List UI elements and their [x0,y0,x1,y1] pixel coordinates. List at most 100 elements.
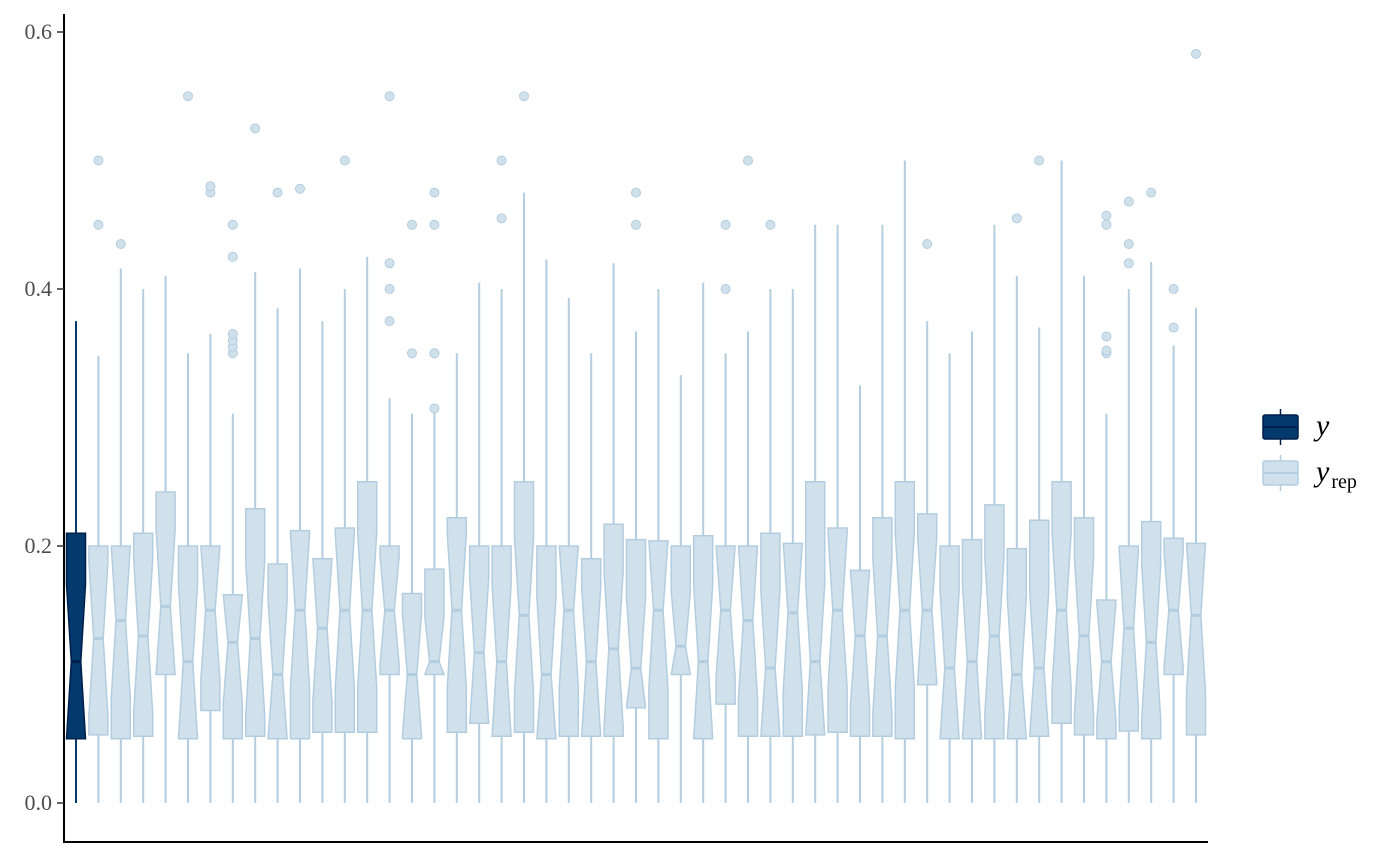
outlier-point [1101,331,1112,342]
box-yrep [849,385,871,803]
box-yrep [961,331,983,803]
box-yrep [1140,187,1162,803]
box-body [244,507,266,737]
outlier-point [339,155,350,166]
box-body [715,545,736,705]
box-yrep [1185,48,1207,803]
box-yrep [827,224,848,803]
box-body [737,545,759,737]
box-body [760,532,781,737]
box-yrep [491,155,512,803]
box-yrep [155,276,176,803]
box-yrep [312,321,333,803]
outlier-point [384,284,395,294]
box-yrep [1006,213,1028,803]
box-body [625,538,647,709]
box-body [177,545,199,740]
box-body [804,481,826,736]
box-body [513,481,535,734]
box-body [155,491,176,676]
outlier-point [1034,155,1045,166]
box-yrep [760,219,781,803]
box-yrep [468,282,490,803]
outlier-point [1101,219,1112,230]
box-yrep [446,353,468,803]
box-body [1163,537,1184,676]
box-yrep [894,160,916,803]
legend-subscript: rep [1331,471,1357,493]
outlier-point [407,219,417,230]
box-yrep [648,289,669,803]
box-body [648,540,669,740]
legend-label-yrep: y rep [1313,455,1357,493]
box-yrep [401,219,423,803]
outlier-point [295,183,305,194]
box-yrep [132,289,154,803]
outlier-point [720,219,731,230]
box-yrep [244,123,266,803]
box-body [1051,481,1072,725]
outlier-point [227,328,238,339]
box-yrep [379,91,400,803]
box-body [1073,516,1095,736]
outlier-point [1011,213,1022,224]
box-body [312,558,333,734]
box-yrep [1163,284,1184,803]
box-body [670,545,692,676]
outlier-point [227,219,238,230]
box-body [200,545,221,712]
outlier-point [205,181,216,192]
box-body [827,527,848,734]
outlier-point [496,213,507,224]
box-yrep [715,219,736,803]
box-body [580,558,602,737]
box-body [1006,547,1028,740]
box-body [222,594,244,740]
box-yrep [1118,196,1140,803]
box-yrep [423,187,445,803]
box-body [1096,599,1117,740]
box-body [782,542,804,737]
box-body [1140,520,1162,740]
outlier-point [384,316,395,327]
box-yrep [1051,160,1072,803]
outlier-point [384,91,395,102]
box-body [356,481,378,734]
outlier-point [720,284,731,294]
box-yrep [267,187,288,803]
box-body [401,592,423,740]
box-body [423,568,445,676]
outlier-point [922,239,933,250]
box-body [916,513,938,686]
plot-boxes [65,48,1207,803]
outlier-point [384,258,395,269]
y-tick-label: 0.6 [25,19,53,44]
box-yrep [782,289,804,803]
box-body [110,545,132,740]
box-yrep [1073,276,1095,803]
outlier-point [631,219,641,230]
outlier-point [1123,239,1134,250]
outlier-point [765,219,776,230]
outlier-point [407,348,417,359]
box-yrep [222,219,244,803]
box-yrep [737,155,759,803]
box-body [872,516,893,737]
legend-key-yrep [1262,455,1299,491]
y-axis: 0.0 0.2 0.4 0.6 [25,14,65,842]
box-body [984,504,1005,740]
outlier-point [1168,284,1179,294]
outlier-point [183,91,193,102]
outlier-point [429,187,440,198]
box-body [1185,542,1207,736]
outlier-point [1123,196,1134,207]
outlier-point [519,91,529,102]
box-yrep [603,263,624,803]
box-body [1118,545,1140,732]
box-body [692,534,714,740]
box-body [558,545,580,737]
outlier-point [1101,345,1112,356]
box-yrep [334,155,356,803]
box-yrep [88,155,109,803]
